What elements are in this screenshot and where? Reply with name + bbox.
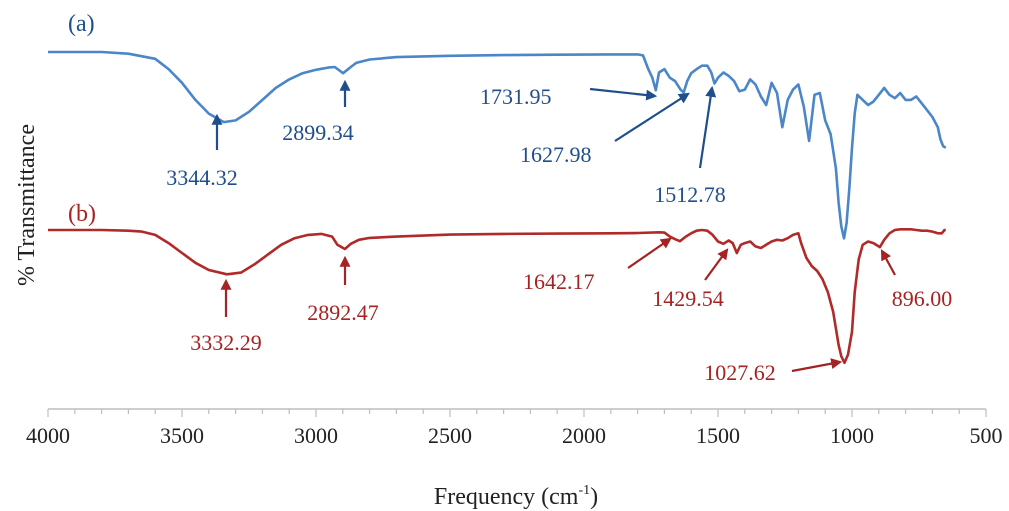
peak-arrow — [698, 85, 717, 169]
peak-label: 2892.47 — [307, 300, 379, 325]
peak-arrow — [627, 237, 672, 269]
peak-label: 1512.78 — [654, 182, 726, 207]
series-line-b — [48, 228, 946, 365]
series-line-a — [48, 50, 947, 240]
peak-label: 1642.17 — [523, 269, 595, 294]
x-tick-label: 4000 — [26, 423, 70, 448]
x-tick-label: 3500 — [160, 423, 204, 448]
peak-label: 1429.54 — [652, 286, 724, 311]
peak-label: 1627.98 — [520, 142, 592, 167]
y-axis-title: % Transmittance — [14, 124, 40, 286]
x-tick-label: 2500 — [428, 423, 472, 448]
peak-label: 2899.34 — [282, 120, 354, 145]
x-tick-label: 2000 — [562, 423, 606, 448]
peak-arrow — [791, 358, 843, 373]
peak-label: 3332.29 — [190, 330, 262, 355]
panel-label-b: (b) — [68, 201, 96, 227]
peak-arrow — [704, 248, 729, 281]
x-axis: 4000 3500 3000 2500 2000 1500 1000 500 — [26, 408, 1003, 448]
x-axis-title: Frequency (cm-1) — [434, 483, 598, 510]
peak-label: 896.00 — [892, 286, 953, 311]
peak-annotations: 3344.32 2899.34 1731.95 1627.98 1512.78 3332.… — [166, 79, 953, 385]
peak-arrow — [880, 249, 896, 276]
peak-label: 1027.62 — [704, 360, 776, 385]
peak-label: 1731.95 — [480, 84, 552, 109]
x-tick-label: 1500 — [696, 423, 740, 448]
panel-label-a: (a) — [68, 11, 95, 37]
peak-arrow — [614, 92, 690, 142]
peak-label: 3344.32 — [166, 165, 238, 190]
spectra: (a) (b) — [48, 11, 947, 365]
x-tick-label: 500 — [970, 423, 1003, 448]
peak-arrow — [589, 87, 658, 101]
x-tick-label: 3000 — [294, 423, 338, 448]
x-tick-label: 1000 — [830, 423, 874, 448]
